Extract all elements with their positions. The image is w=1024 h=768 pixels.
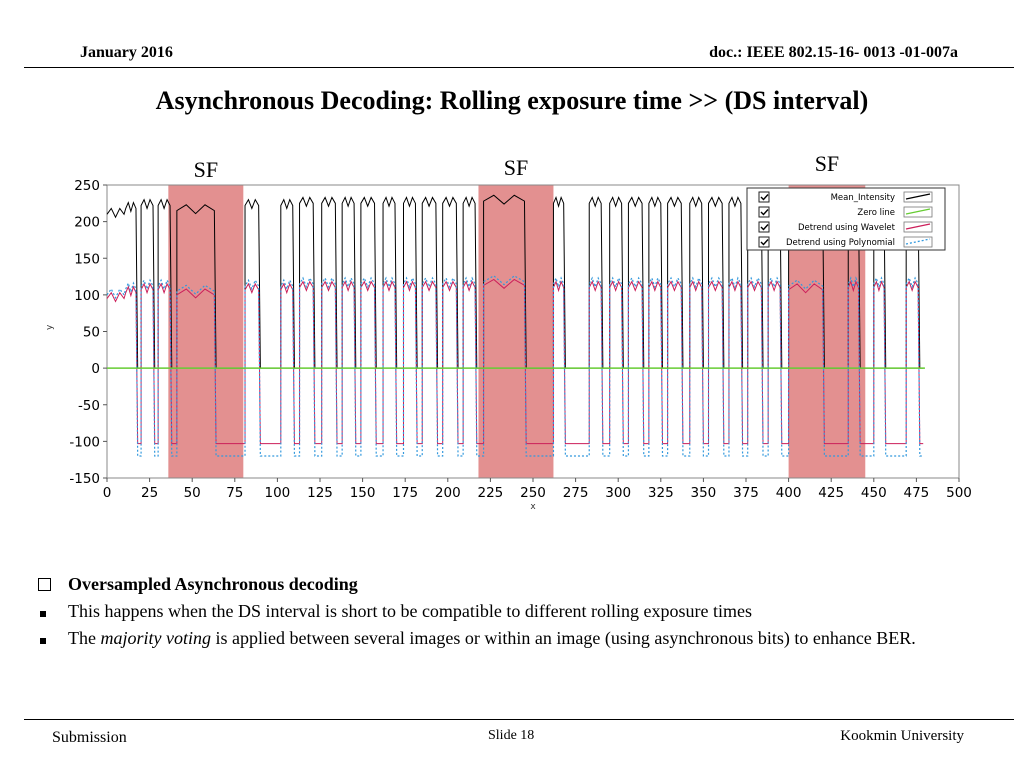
series-detrend-polynomial (106, 275, 924, 457)
x-tick-label: 225 (478, 485, 504, 501)
y-tick-label: 100 (74, 288, 100, 304)
slide-title: Asynchronous Decoding: Rolling exposure … (155, 86, 869, 115)
x-tick-label: 250 (520, 485, 546, 501)
x-tick-label: 75 (226, 485, 243, 501)
x-tick-label: 200 (435, 485, 461, 501)
sf-region-1 (168, 185, 244, 478)
chart-axes: 0 25 50 75 100 125 150 175 200 225 250 275 300 325 350… (69, 178, 972, 501)
x-tick-label: 475 (904, 485, 930, 501)
y-tick-label: -150 (69, 471, 100, 487)
check-icon (760, 209, 769, 216)
legend-swatch-line (905, 193, 931, 200)
sf-labels: SF SF SF (194, 151, 840, 182)
footer-slide-number: Slide 18 (488, 728, 535, 743)
x-tick-label: 125 (307, 485, 333, 501)
y-tick-label: 150 (74, 251, 100, 267)
square-bullet-icon (40, 638, 46, 644)
x-tick-label: 450 (861, 485, 887, 501)
legend-entry-label: Mean_Intensity (831, 193, 895, 203)
legend-checkbox[interactable] (758, 191, 770, 203)
x-tick-label: 425 (818, 485, 844, 501)
x-tick-label: 25 (141, 485, 158, 501)
square-bullet-icon (40, 611, 46, 617)
y-tick-label: 0 (91, 361, 100, 377)
bullet-list: Oversampled Asynchronous decoding This h… (38, 571, 998, 652)
x-tick-label: 0 (103, 485, 112, 501)
legend-swatch-line (905, 208, 931, 215)
bullet-text-pre: The (68, 628, 101, 648)
legend-entry-label: Detrend using Polynomial (786, 238, 895, 248)
bullet-text-post: is applied between several images or wit… (210, 628, 916, 648)
header-divider (24, 67, 1014, 68)
legend-entry-label: Zero line (857, 208, 895, 218)
signal-chart: 0 25 50 75 100 125 150 175 200 225 250 275 300 325 350… (45, 151, 972, 512)
check-icon (760, 194, 769, 201)
x-axis-label: x (530, 502, 536, 512)
y-axis-label: y (45, 324, 55, 330)
y-tick-label: -100 (69, 434, 100, 450)
checkbox-bullet-icon (38, 578, 51, 591)
legend-entry-label: Detrend using Wavelet (798, 223, 896, 233)
bullet-ds-interval: This happens when the DS interval is sho… (38, 598, 998, 625)
x-tick-label: 500 (946, 485, 972, 501)
header-date: January 2016 (80, 44, 173, 61)
chart-legend[interactable]: Mean_Intensity Zero line Detrend using Wav… (746, 187, 946, 251)
bullet-heading: Oversampled Asynchronous decoding (68, 574, 358, 594)
check-icon (760, 224, 769, 231)
x-tick-label: 50 (184, 485, 201, 501)
sf-label-1: SF (194, 157, 218, 182)
x-tick-label: 275 (563, 485, 589, 501)
y-tick-label: 200 (74, 215, 100, 231)
legend-swatch-line (905, 223, 931, 230)
sf-label-3: SF (815, 151, 839, 176)
footer-divider (24, 719, 1014, 720)
bullet-majority-voting: The majority voting is applied between s… (38, 625, 998, 652)
x-tick-label: 375 (733, 485, 759, 501)
legend-checkbox[interactable] (758, 221, 770, 233)
x-tick-label: 150 (350, 485, 376, 501)
header-doc-id: doc.: IEEE 802.15-16- 0013 -01-007a (709, 44, 958, 61)
bullet-oversampled: Oversampled Asynchronous decoding (38, 571, 998, 598)
bullet-text: This happens when the DS interval is sho… (68, 601, 753, 621)
x-tick-label: 175 (392, 485, 418, 501)
x-tick-label: 100 (265, 485, 291, 501)
check-icon (760, 239, 769, 246)
footer-submission: Submission (52, 729, 127, 746)
footer-university: Kookmin University (840, 728, 964, 744)
y-tick-label: 250 (74, 178, 100, 194)
legend-checkbox[interactable] (758, 236, 770, 248)
x-tick-label: 325 (648, 485, 674, 501)
y-tick-label: 50 (83, 325, 100, 341)
sf-region-2 (478, 185, 554, 478)
x-tick-label: 300 (605, 485, 631, 501)
bullet-emphasis: majority voting (100, 628, 211, 648)
x-tick-label: 400 (776, 485, 802, 501)
sf-label-2: SF (504, 155, 528, 180)
x-tick-label: 350 (691, 485, 717, 501)
legend-checkbox[interactable] (758, 206, 770, 218)
y-tick-label: -50 (78, 398, 100, 414)
legend-swatch-line (905, 238, 931, 245)
